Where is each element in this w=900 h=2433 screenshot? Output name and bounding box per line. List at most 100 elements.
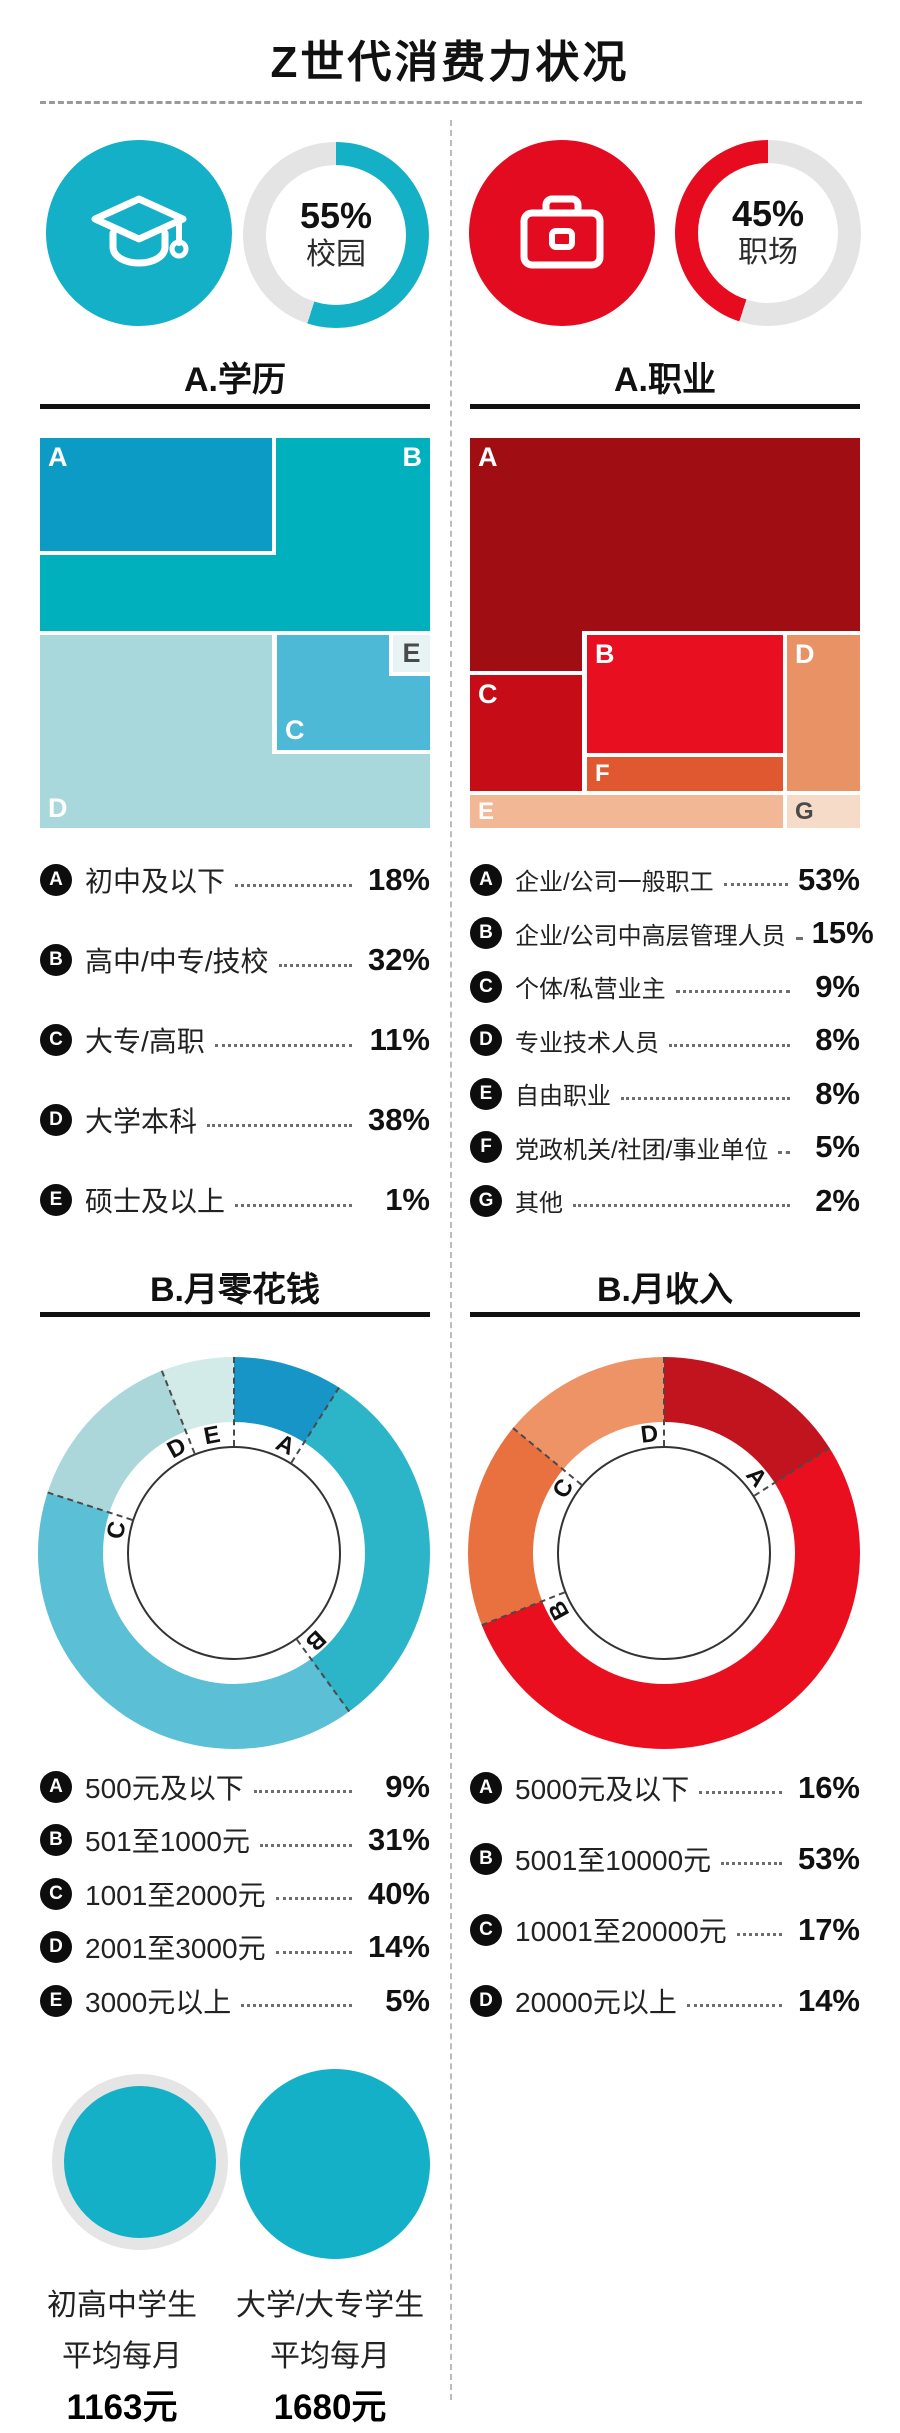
treemap-cell-job-d: D <box>787 635 860 791</box>
occupation-legend: A 企业/公司一般职工 53% B 企业/公司中高层管理人员 15% C 个体/… <box>470 853 874 1228</box>
workplace-icon-circle <box>469 140 655 326</box>
legend-percent: 32% <box>367 942 430 977</box>
treemap-cell-job-b: B <box>587 635 783 753</box>
legend-label: 10001至20000元 <box>515 1915 727 1947</box>
donut-segment-letter: D <box>639 1419 660 1449</box>
legend-item: B 501至1000元 31% <box>40 1814 430 1868</box>
legend-percent: 17% <box>797 1911 860 1947</box>
legend-percent: 15% <box>811 915 874 951</box>
donut-inner-circle <box>127 1446 341 1660</box>
legend-percent: 53% <box>797 1840 860 1876</box>
legend-label: 高中/中专/技校 <box>85 946 269 977</box>
legend-percent: 38% <box>367 1102 430 1137</box>
legend-badge: C <box>40 1877 72 1910</box>
dotted-leader <box>235 1203 352 1207</box>
legend-percent: 40% <box>367 1875 430 1911</box>
legend-label: 初中及以下 <box>85 866 226 897</box>
dotted-leader <box>669 1043 790 1047</box>
briefcase-icon <box>510 183 614 284</box>
treemap-letter: C <box>478 679 498 709</box>
legend-label: 企业/公司一般职工 <box>515 869 714 897</box>
dotted-leader <box>686 2004 782 2007</box>
dotted-leader <box>778 1150 790 1154</box>
legend-percent: 16% <box>797 1769 860 1805</box>
legend-label: 大专/高职 <box>85 1026 205 1057</box>
avg-sub: 平均每月 <box>270 2340 390 2373</box>
treemap-letter: A <box>48 442 68 472</box>
title-dashed-rule <box>40 101 862 104</box>
legend-badge: A <box>40 864 72 896</box>
occupation-heading: A.职业 <box>614 361 716 399</box>
legend-badge: D <box>470 1984 502 2017</box>
legend-percent: 31% <box>367 1822 430 1858</box>
legend-percent: 8% <box>815 1075 860 1111</box>
avg-group: 初高中学生 <box>47 2289 197 2322</box>
treemap-cell-job-e: E <box>470 795 783 828</box>
pocket-money-heading: B.月零花钱 <box>150 1271 320 1309</box>
legend-item: B 企业/公司中高层管理人员 15% <box>470 907 874 961</box>
legend-badge: C <box>470 1913 502 1946</box>
column-divider <box>450 120 452 2400</box>
legend-label: 20000元以上 <box>515 1986 677 2018</box>
legend-badge: B <box>40 1824 72 1857</box>
legend-badge: E <box>40 1984 72 2017</box>
legend-badge: A <box>470 863 502 896</box>
dotted-leader <box>214 1043 352 1047</box>
dotted-leader <box>736 1933 782 1936</box>
legend-item: A 500元及以下 9% <box>40 1760 430 1814</box>
workplace-gauge-center: 45% 职场 <box>698 163 838 303</box>
legend-badge: E <box>470 1077 502 1110</box>
legend-label: 自由职业 <box>515 1083 611 1111</box>
legend-item: C 个体/私营业主 9% <box>470 960 860 1014</box>
pocket-money-legend: A 500元及以下 9% B 501至1000元 31% C 1001至2000… <box>40 1760 430 2028</box>
dotted-leader <box>675 990 790 994</box>
income-heading-rule <box>470 1312 860 1317</box>
legend-label: 企业/公司中高层管理人员 <box>515 922 786 950</box>
treemap-cell-job-c: C <box>470 675 582 791</box>
legend-percent: 14% <box>797 1982 860 2018</box>
legend-label: 501至1000元 <box>85 1826 251 1858</box>
legend-label: 大学本科 <box>85 1106 198 1137</box>
dotted-leader <box>621 1097 790 1101</box>
legend-item: E 3000元以上 5% <box>40 1974 430 2028</box>
legend-badge: G <box>470 1184 502 1217</box>
legend-badge: B <box>40 944 72 976</box>
treemap-cell-edu-b-band <box>40 555 276 631</box>
treemap-letter: E <box>402 638 421 668</box>
legend-label: 5001至10000元 <box>515 1844 712 1876</box>
legend-label: 个体/私营业主 <box>515 976 666 1004</box>
education-heading-rule <box>40 404 430 409</box>
legend-item: A 企业/公司一般职工 53% <box>470 853 860 907</box>
legend-item: D 20000元以上 14% <box>470 1965 860 2036</box>
legend-label: 2001至3000元 <box>85 1933 266 1965</box>
legend-badge: F <box>470 1131 502 1164</box>
workplace-percent: 45% <box>731 193 805 234</box>
treemap-cell-edu-a: A <box>40 438 272 551</box>
legend-percent: 9% <box>385 1768 430 1804</box>
legend-badge: A <box>40 1770 72 1803</box>
treemap-cell-edu-d <box>40 635 272 754</box>
avg-caption-college: 大学/大专学生 平均每月 1680元 <box>200 2280 460 2433</box>
campus-percent: 55% <box>299 195 373 236</box>
dotted-leader <box>699 1791 782 1794</box>
pocket-money-heading-rule <box>40 1312 430 1317</box>
education-heading: A.学历 <box>184 361 286 399</box>
legend-badge: D <box>40 1931 72 1964</box>
treemap-cell-edu-b: B <box>276 438 430 631</box>
income-legend: A 5000元及以下 16% B 5001至10000元 53% C 10001… <box>470 1752 860 2036</box>
legend-item: B 高中/中专/技校 32% <box>40 920 430 1000</box>
treemap-letter: D <box>795 639 815 669</box>
education-treemap: A B D C E <box>40 438 430 828</box>
dotted-leader <box>278 963 352 967</box>
legend-label: 专业技术人员 <box>515 1029 659 1057</box>
legend-percent: 11% <box>369 1022 430 1057</box>
legend-label: 硕士及以上 <box>85 1186 226 1217</box>
dotted-leader <box>573 1204 790 1208</box>
legend-label: 500元及以下 <box>85 1772 244 1804</box>
legend-label: 其他 <box>515 1190 563 1218</box>
treemap-cell-job-g: G <box>787 795 860 828</box>
legend-percent: 5% <box>815 1129 860 1165</box>
legend-item: F 党政机关/社团/事业单位 5% <box>470 1121 860 1175</box>
legend-label: 党政机关/社团/事业单位 <box>515 1136 769 1164</box>
